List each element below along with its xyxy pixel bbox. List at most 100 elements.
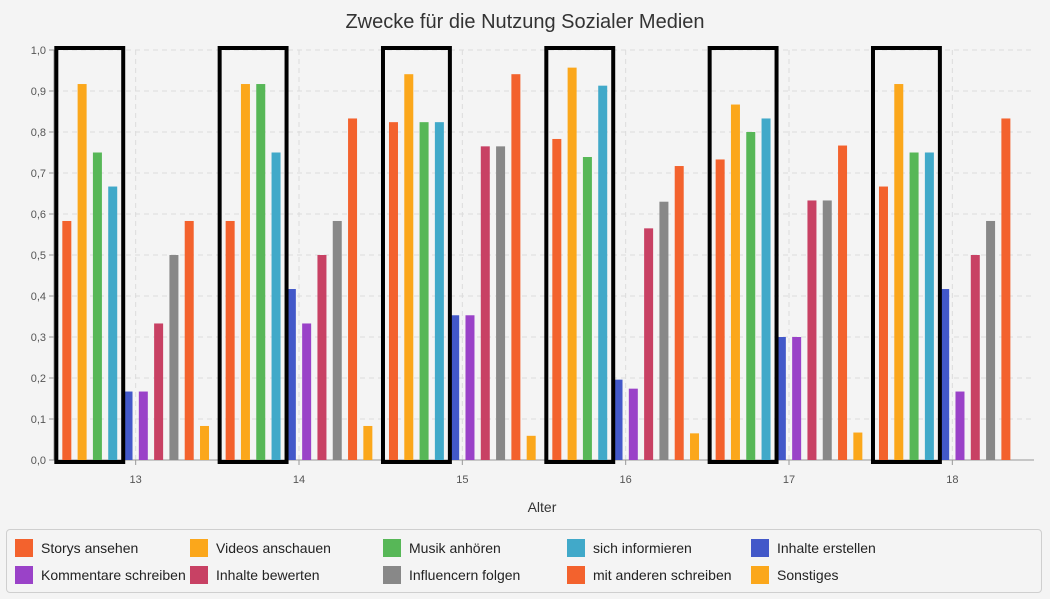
- bar: [123, 391, 133, 460]
- bar: [419, 122, 429, 460]
- legend-item: Inhalte erstellen: [751, 539, 876, 557]
- bar: [644, 228, 654, 460]
- legend-item: Kommentare schreiben: [15, 566, 186, 584]
- x-tick-label: 18: [946, 474, 958, 486]
- bar: [388, 122, 398, 460]
- bar: [496, 146, 506, 460]
- legend-swatch: [751, 566, 769, 584]
- highlight-box: [380, 46, 452, 464]
- bar: [200, 425, 210, 460]
- bar: [567, 67, 577, 460]
- bar: [348, 118, 358, 460]
- bar: [480, 146, 490, 460]
- legend-swatch: [15, 539, 33, 557]
- bar: [332, 220, 342, 460]
- legend-label: Inhalte erstellen: [777, 540, 876, 556]
- legend-swatch: [567, 539, 585, 557]
- y-tick-label: 0,3: [31, 332, 46, 344]
- highlight-box: [707, 46, 779, 464]
- bar: [838, 145, 848, 460]
- y-tick-label: 0,9: [31, 86, 46, 98]
- bar: [715, 159, 725, 460]
- bar: [240, 84, 250, 460]
- bar: [526, 435, 536, 460]
- legend-label: Sonstiges: [777, 567, 839, 583]
- bar: [853, 432, 863, 460]
- highlight-boxes: [54, 46, 942, 464]
- x-tick-label: 16: [620, 474, 632, 486]
- highlight-box: [544, 46, 616, 464]
- bar: [986, 220, 996, 460]
- bar: [552, 138, 562, 460]
- legend-label: Videos anschauen: [216, 540, 331, 556]
- y-tick-label: 0,7: [31, 168, 46, 180]
- bar: [792, 337, 802, 460]
- legend-item: sich informieren: [567, 539, 692, 557]
- bar: [62, 220, 72, 460]
- bar: [108, 186, 118, 460]
- bar: [822, 200, 832, 460]
- legend-swatch: [567, 566, 585, 584]
- legend-swatch: [751, 539, 769, 557]
- grid: [54, 49, 1034, 460]
- x-axis-label: Alter: [528, 499, 557, 515]
- y-tick-label: 0,8: [31, 127, 46, 139]
- y-tick-label: 0,1: [31, 414, 46, 426]
- y-tick-label: 0,4: [31, 291, 46, 303]
- legend-label: Musik anhören: [409, 540, 501, 556]
- legend-label: Inhalte bewerten: [216, 567, 320, 583]
- bar: [582, 157, 592, 460]
- legend-label: Kommentare schreiben: [41, 567, 186, 583]
- bar: [286, 289, 296, 460]
- x-tick-label: 13: [130, 474, 142, 486]
- highlight-box: [870, 46, 942, 464]
- legend-item: Musik anhören: [383, 539, 501, 557]
- bar: [77, 84, 87, 460]
- bar: [613, 379, 623, 460]
- bar: [628, 388, 638, 460]
- bar: [924, 152, 934, 460]
- bar: [761, 118, 771, 460]
- legend: Storys ansehen Videos anschauen Musik anhö…: [6, 529, 1042, 593]
- legend-item: Inhalte bewerten: [190, 566, 320, 584]
- bar: [746, 132, 756, 460]
- bar: [690, 433, 700, 460]
- x-tick-label: 17: [783, 474, 795, 486]
- legend-item: Sonstiges: [751, 566, 838, 584]
- bar: [465, 315, 475, 460]
- bar: [138, 391, 148, 460]
- bar: [970, 255, 980, 460]
- legend-item: Influencern folgen: [383, 566, 520, 584]
- legend-label: Influencern folgen: [409, 567, 521, 583]
- y-tick-label: 0,2: [31, 373, 46, 385]
- bar: [434, 122, 444, 460]
- legend-swatch: [383, 566, 401, 584]
- bar: [909, 152, 919, 460]
- bar: [302, 323, 312, 460]
- legend-swatch: [383, 539, 401, 557]
- bar: [659, 201, 669, 460]
- bar: [363, 425, 373, 460]
- bar: [404, 74, 414, 460]
- legend-swatch: [190, 566, 208, 584]
- legend-label: Storys ansehen: [41, 540, 139, 556]
- y-tick-label: 0,5: [31, 250, 46, 262]
- y-axis: 0,0 0,1 0,2 0,3 0,4 0,5 0,6 0,7 0,8 0,9 1,0: [31, 45, 55, 467]
- bar: [598, 85, 608, 461]
- x-axis: 13 14 15 16 17 18: [54, 459, 1034, 486]
- bar: [674, 166, 684, 460]
- bar: [154, 323, 164, 460]
- chart-title: Zwecke für die Nutzung Sozialer Medien: [345, 11, 704, 33]
- legend-swatch: [190, 539, 208, 557]
- bar: [450, 315, 460, 460]
- highlight-box: [217, 46, 289, 464]
- legend-label: mit anderen schreiben: [593, 567, 732, 583]
- bar: [878, 186, 888, 460]
- bar: [940, 289, 950, 460]
- bar: [776, 337, 786, 460]
- bar: [169, 255, 179, 460]
- bar: [256, 84, 266, 460]
- y-tick-label: 1,0: [31, 45, 46, 57]
- legend-item: Videos anschauen: [190, 539, 331, 557]
